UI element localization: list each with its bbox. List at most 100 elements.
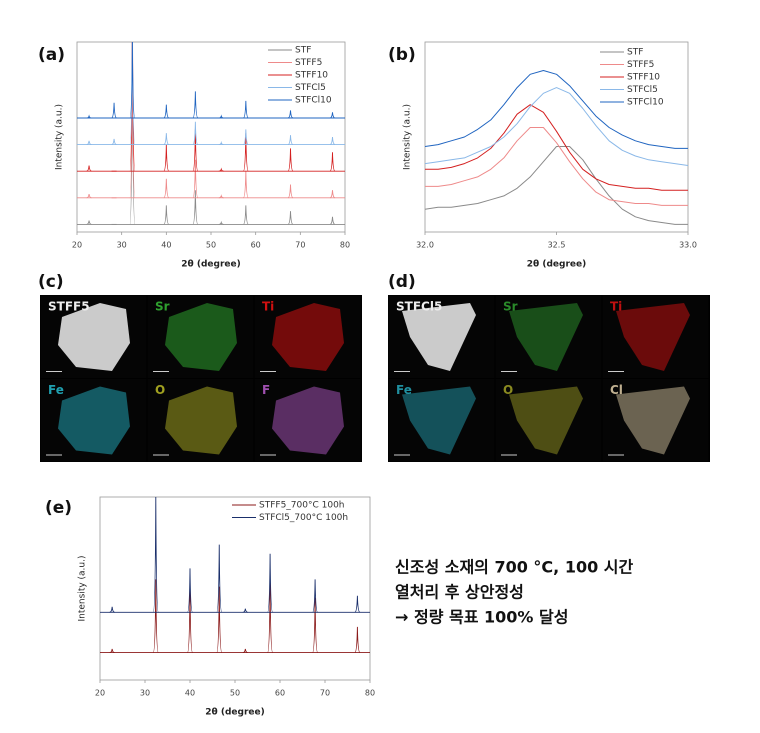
eds-label: Ti <box>262 300 274 314</box>
peak <box>242 608 248 613</box>
x-axis-label: 2θ (degree) <box>527 260 586 270</box>
eds-label: O <box>155 383 165 397</box>
eds-label: O <box>503 383 513 397</box>
note-line: 열처리 후 상안정성 <box>395 583 524 602</box>
x-tick-label: 60 <box>251 241 261 250</box>
x-tick-label: 70 <box>320 689 330 698</box>
x-tick-label: 32.0 <box>416 241 434 250</box>
peak <box>111 138 117 146</box>
x-tick-label: 80 <box>340 241 350 250</box>
eds-particle <box>402 386 476 455</box>
line-series <box>425 70 688 149</box>
peak <box>216 586 223 653</box>
legend-label: STF <box>627 48 643 58</box>
peak <box>163 205 170 225</box>
peak <box>86 114 92 119</box>
line-series <box>425 104 688 191</box>
peak <box>354 595 361 613</box>
legend-label: STFF10 <box>627 73 660 83</box>
panel-label: (c) <box>38 272 64 292</box>
peak <box>287 184 294 199</box>
legend-label: STFCl5 <box>295 83 326 93</box>
eds-particle <box>616 386 690 455</box>
y-axis-label: Intensity (a.u.) <box>78 556 88 622</box>
peak <box>86 193 92 199</box>
peak <box>163 104 170 119</box>
x-tick-label: 50 <box>230 689 240 698</box>
plot-layer <box>77 42 345 225</box>
plot-layer <box>100 497 370 653</box>
legend-label: STFF5_700°C 100h <box>259 501 345 511</box>
y-axis-label: Intensity (a.u.) <box>403 104 413 170</box>
peak <box>287 211 294 225</box>
eds-particle <box>272 303 344 371</box>
legend-label: STFF10 <box>295 71 328 81</box>
peak <box>243 205 249 225</box>
y-axis-label: Intensity (a.u.) <box>55 104 65 170</box>
eds-particle <box>58 303 130 371</box>
line-series <box>425 127 688 206</box>
peak <box>218 114 224 119</box>
peak <box>129 42 136 146</box>
x-tick-label: 20 <box>95 689 105 698</box>
peak <box>192 121 199 146</box>
peak <box>152 497 159 613</box>
peak <box>129 42 136 119</box>
peak <box>109 648 115 653</box>
peak <box>312 579 319 613</box>
peak <box>218 194 224 199</box>
note-line: → 정량 목표 100% 달성 <box>395 608 568 627</box>
eds-particle <box>165 386 237 455</box>
eds-label: STFCl5 <box>396 300 442 314</box>
peak <box>152 579 159 653</box>
x-tick-label: 40 <box>185 689 195 698</box>
x-tick-label: 60 <box>275 689 285 698</box>
line-series <box>425 87 688 166</box>
legend-label: STFF5 <box>295 58 322 68</box>
plot-layer <box>425 70 688 225</box>
x-axis-label: 2θ (degree) <box>205 708 264 718</box>
legend-label: STFCl10 <box>627 98 664 108</box>
peak <box>86 165 92 172</box>
x-tick-label: 50 <box>206 241 216 250</box>
legend-label: STFF5 <box>627 60 654 70</box>
peak <box>129 42 136 199</box>
peak <box>267 553 274 613</box>
eds-label: Sr <box>155 300 170 314</box>
panel-label: (d) <box>388 272 416 292</box>
peak <box>216 544 223 613</box>
note-line: 신조성 소재의 700 °C, 100 시간 <box>395 558 634 577</box>
line-series <box>425 146 688 225</box>
eds-label: Sr <box>503 300 518 314</box>
eds-label: Fe <box>396 383 412 397</box>
peak <box>218 167 224 172</box>
eds-particle <box>509 303 583 371</box>
peak <box>242 648 248 653</box>
eds-particle <box>402 303 476 371</box>
legend-label: STFCl5 <box>627 85 658 95</box>
x-axis-label: 2θ (degree) <box>181 260 240 270</box>
eds-label: Fe <box>48 383 64 397</box>
x-tick-label: 70 <box>295 241 305 250</box>
eds-label: Ti <box>610 300 622 314</box>
peak <box>312 597 319 653</box>
peak <box>354 626 361 653</box>
peak <box>86 140 92 146</box>
peak <box>192 91 199 119</box>
x-tick-label: 80 <box>365 689 375 698</box>
peak <box>329 136 336 146</box>
legend-label: STF <box>295 46 311 56</box>
peak <box>187 568 193 613</box>
peak <box>86 220 92 225</box>
peak <box>163 133 169 146</box>
peak <box>243 129 249 146</box>
eds-label: F <box>262 383 270 397</box>
panel-label: (a) <box>38 45 65 65</box>
peak <box>287 110 294 119</box>
eds-particle <box>58 386 130 455</box>
peak <box>129 42 136 225</box>
peak <box>218 140 224 146</box>
eds-particle <box>165 303 237 371</box>
peak <box>329 216 336 225</box>
